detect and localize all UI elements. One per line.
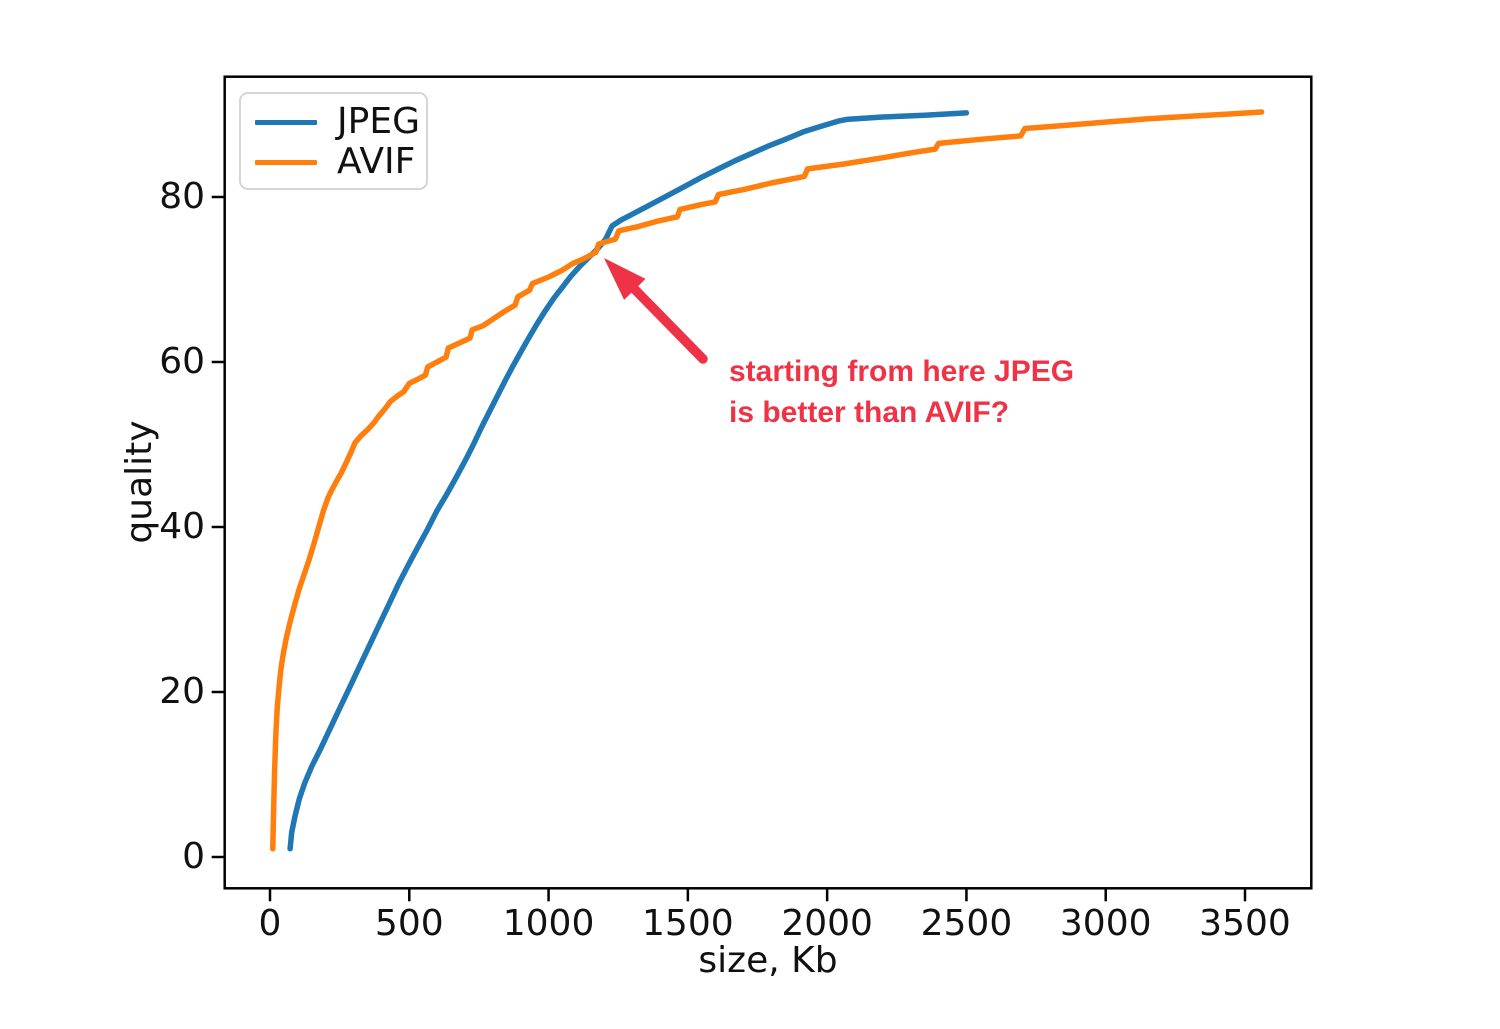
y-axis-label: quality bbox=[119, 420, 160, 544]
x-axis-tick-label: 3000 bbox=[1059, 903, 1152, 944]
x-axis-tick-label: 0 bbox=[258, 903, 282, 944]
x-axis-tick-label: 2000 bbox=[781, 903, 873, 944]
x-axis-tick-label: 500 bbox=[374, 903, 444, 944]
y-axis-tick-label: 40 bbox=[159, 506, 205, 547]
x-axis-tick-label: 2500 bbox=[920, 903, 1013, 944]
y-axis-tick-label: 60 bbox=[159, 341, 205, 382]
x-axis-tick-label: 1000 bbox=[502, 903, 595, 944]
legend-entry-jpeg: JPEG bbox=[255, 102, 420, 142]
x-axis-tick-label: 1500 bbox=[642, 903, 734, 944]
jpeg-line bbox=[287, 110, 970, 852]
legend-entry-avif: AVIF bbox=[255, 141, 416, 182]
x-axis-label: size, Kb bbox=[698, 940, 838, 981]
arrow-shaft bbox=[630, 284, 708, 364]
y-axis-tick-label: 0 bbox=[182, 836, 205, 877]
legend-line-swatch bbox=[255, 119, 317, 125]
series-lines bbox=[270, 109, 1265, 852]
plot-border bbox=[223, 75, 1313, 890]
y-axis-tick-label: 80 bbox=[159, 176, 205, 217]
legend-line-swatch bbox=[255, 159, 317, 165]
annotation-line-1: starting from here JPEG bbox=[729, 355, 1075, 388]
annotation-line-2: is better than AVIF? bbox=[729, 396, 1010, 429]
annotation-text: starting from here JPEG is better than A… bbox=[729, 351, 1149, 433]
x-axis-tick-label: 3500 bbox=[1199, 903, 1291, 944]
arrow-head bbox=[604, 258, 646, 300]
legend-label: AVIF bbox=[337, 141, 416, 182]
annotation-arrow-icon bbox=[604, 258, 708, 364]
y-axis-tick-label: 20 bbox=[159, 671, 205, 712]
avif-line bbox=[270, 109, 1265, 852]
axis-tick-marks bbox=[211, 195, 1247, 902]
legend-label: JPEG bbox=[337, 101, 420, 142]
legend: JPEG AVIF bbox=[239, 92, 428, 190]
